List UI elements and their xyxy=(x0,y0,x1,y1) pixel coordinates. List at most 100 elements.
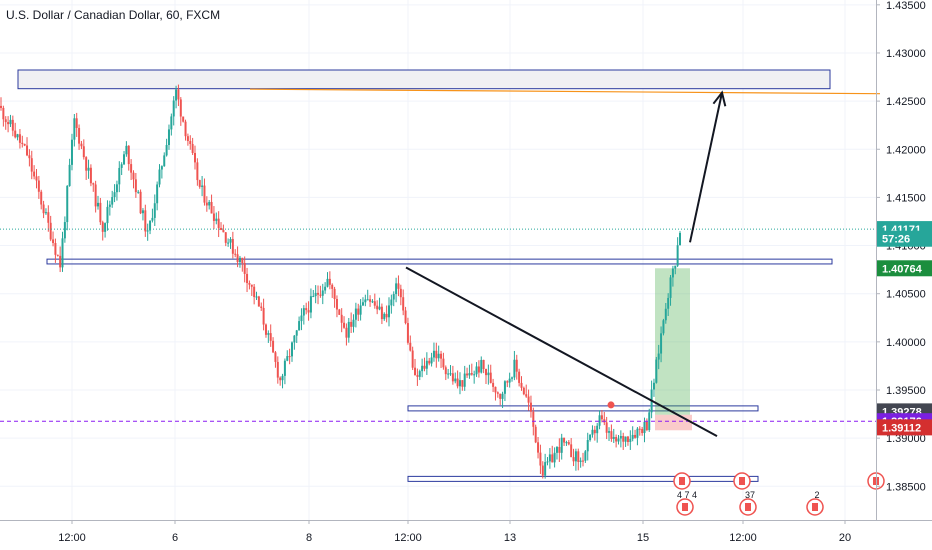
candle-body xyxy=(163,155,166,167)
candle-body xyxy=(37,180,40,192)
candle-body xyxy=(172,100,175,117)
candle-body xyxy=(636,428,639,438)
candle-body xyxy=(416,375,419,377)
candle-body xyxy=(153,203,156,218)
candle-body xyxy=(503,381,506,394)
candle-body xyxy=(423,365,426,369)
descending-trendline xyxy=(405,266,718,438)
candle-body xyxy=(674,265,677,269)
candle-body xyxy=(451,373,454,382)
candle-body xyxy=(141,210,144,214)
y-axis: 1.435001.430001.425001.420001.415001.410… xyxy=(876,0,926,520)
candle-body xyxy=(248,283,251,285)
candle-body xyxy=(402,297,405,311)
y-tick-label: 1.40000 xyxy=(886,337,926,349)
candle-body xyxy=(238,257,241,263)
candle-body xyxy=(414,367,417,376)
candle-body xyxy=(80,143,83,147)
candle-body xyxy=(385,313,388,318)
price-tag xyxy=(877,230,932,247)
candle-body xyxy=(617,438,620,442)
x-tick-label: 6 xyxy=(172,532,178,544)
event-count: 37 xyxy=(745,490,755,500)
candle-body xyxy=(392,294,395,300)
candles xyxy=(0,84,681,479)
candle-body xyxy=(373,301,376,306)
candle-body xyxy=(359,305,362,315)
candle-body xyxy=(574,451,577,462)
x-tick-label: 12:00 xyxy=(58,532,86,544)
candle-body xyxy=(388,305,390,318)
candle-body xyxy=(317,292,320,295)
candle-body xyxy=(539,452,542,466)
candle-body xyxy=(421,365,424,372)
candle-body xyxy=(411,350,414,368)
candle-body xyxy=(9,119,12,125)
candle-body xyxy=(286,356,289,361)
candle-body xyxy=(23,143,26,146)
candle-body xyxy=(598,415,601,426)
candle-body xyxy=(28,155,31,159)
candle-body xyxy=(243,262,246,274)
candle-body xyxy=(151,217,154,221)
candle-body xyxy=(395,283,398,295)
candle-body xyxy=(667,297,670,309)
x-tick-label: 13 xyxy=(504,532,516,544)
candle-body xyxy=(572,457,575,462)
candle-body xyxy=(208,201,211,206)
candle-body xyxy=(293,335,296,343)
y-tick-label: 1.39500 xyxy=(886,385,926,397)
candle-body xyxy=(26,145,29,156)
candle-body xyxy=(4,119,7,123)
candle-body xyxy=(553,452,556,463)
y-tick-label: 1.42500 xyxy=(886,96,926,108)
candle-body xyxy=(229,238,232,243)
x-tick-label: 15 xyxy=(637,532,649,544)
candle-body xyxy=(657,353,660,360)
candle-body xyxy=(652,382,655,390)
candle-body xyxy=(227,242,230,244)
candle-body xyxy=(579,460,582,462)
candle-body xyxy=(184,121,187,137)
candle-body xyxy=(61,238,64,268)
candle-body xyxy=(622,435,625,442)
candle-body xyxy=(82,146,85,158)
candle-body xyxy=(189,141,192,144)
zone-rect xyxy=(407,405,759,412)
candle-body xyxy=(456,378,459,387)
candle-body xyxy=(404,310,407,324)
marker-dot xyxy=(607,401,615,409)
candle-body xyxy=(220,228,223,230)
candle-body xyxy=(563,437,566,443)
candle-body xyxy=(591,429,594,435)
event-flag-mark xyxy=(682,503,688,511)
candle-body xyxy=(49,222,52,240)
candle-body xyxy=(210,201,213,214)
y-tick-label: 1.39000 xyxy=(886,433,926,445)
candle-body xyxy=(605,422,608,433)
candle-body xyxy=(111,197,114,205)
candle-body xyxy=(52,239,55,244)
candle-body xyxy=(525,394,528,397)
candle-body xyxy=(586,439,589,452)
candle-body xyxy=(118,167,121,185)
candle-body xyxy=(669,277,672,298)
candle-body xyxy=(444,367,447,375)
candle-body xyxy=(269,333,272,341)
candle-body xyxy=(671,268,674,278)
candle-body xyxy=(177,89,180,100)
candle-body xyxy=(324,286,327,291)
candle-body xyxy=(506,381,509,383)
candle-body xyxy=(567,442,570,445)
candle-body xyxy=(89,167,92,184)
candle-body xyxy=(18,134,21,143)
candle-body xyxy=(75,118,78,128)
candle-body xyxy=(593,429,596,434)
candle-body xyxy=(7,122,10,125)
candle-body xyxy=(626,436,629,443)
candle-body xyxy=(529,402,532,412)
candle-body xyxy=(94,184,97,207)
candle-body xyxy=(454,378,457,382)
candle-body xyxy=(546,461,549,463)
